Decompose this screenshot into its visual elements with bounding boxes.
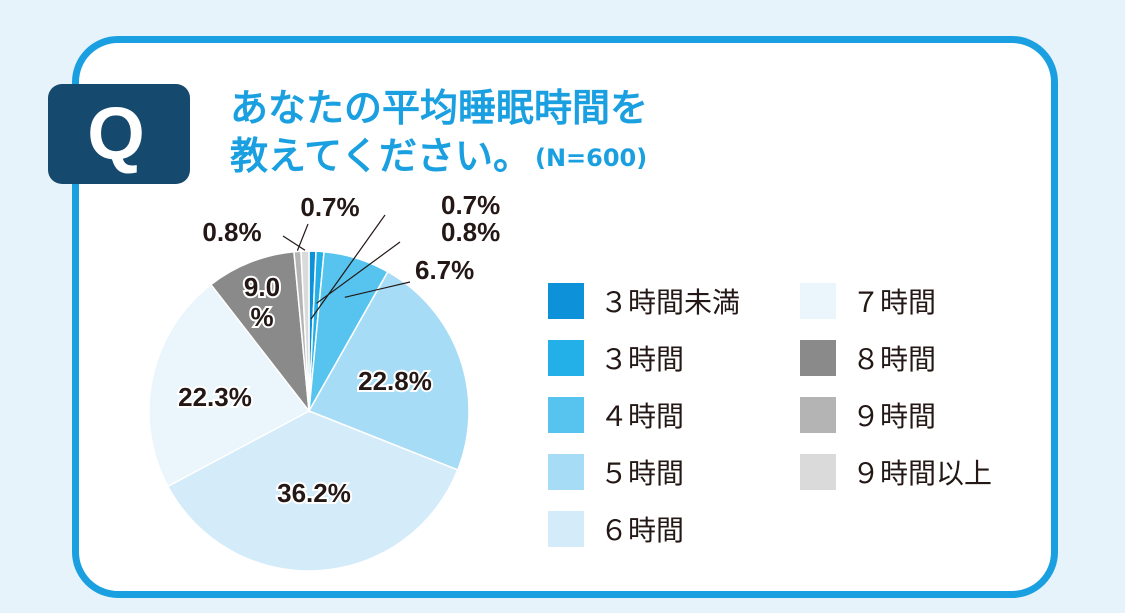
legend-swatch-3 — [548, 397, 584, 433]
data-label-4: 22.8% — [358, 366, 432, 396]
legend-item-5: ６時間 — [548, 506, 684, 552]
legend-item-4: ５時間 — [548, 449, 684, 495]
legend-swatch-9 — [800, 454, 836, 490]
legend-label-5: ６時間 — [600, 514, 685, 547]
leader-line-2 — [316, 241, 401, 304]
data-label-3: 6.7% — [415, 255, 474, 285]
data-label-9: 0.8% — [202, 217, 261, 247]
legend-label-8: ９時間 — [852, 400, 937, 433]
pie-slice-7 — [209, 250, 310, 414]
legend-label-1: ３時間未満 — [600, 286, 741, 319]
legend-item-8: ９時間 — [800, 392, 936, 438]
legend-item-6: ７時間 — [800, 278, 936, 324]
legend-item-1: ３時間未満 — [548, 278, 740, 324]
data-label-7: 9.0% — [244, 272, 280, 332]
legend-item-3: ４時間 — [548, 392, 684, 438]
chart-legend: ３時間未満 ３時間 ４時間 ５時間 ６時間 ７時間 ８時間 ９時間 ９時間以上 — [548, 272, 1028, 562]
legend-swatch-4 — [548, 454, 584, 490]
data-label-8: 0.7% — [300, 192, 359, 222]
question-number-badge: Q４ — [48, 84, 190, 275]
question-title-line1: あなたの平均睡眠時間を — [230, 86, 649, 130]
data-label-1: 0.7% — [441, 190, 500, 220]
pie-slice-6 — [148, 283, 311, 488]
sample-size-label: (N=600) — [534, 144, 648, 172]
legend-label-2: ３時間 — [600, 343, 685, 376]
legend-item-7: ８時間 — [800, 335, 936, 381]
legend-swatch-2 — [548, 340, 584, 376]
pie-slice-4 — [307, 270, 470, 471]
legend-label-9: ９時間以上 — [852, 457, 993, 490]
data-label-5: 36.2% — [277, 478, 351, 508]
leader-line-1 — [310, 214, 386, 320]
legend-label-4: ５時間 — [600, 457, 685, 490]
pie-slice-9 — [300, 250, 310, 412]
legend-swatch-8 — [800, 397, 836, 433]
legend-item-9: ９時間以上 — [800, 449, 992, 495]
legend-label-7: ８時間 — [852, 343, 937, 376]
leader-line-3 — [344, 281, 411, 298]
legend-swatch-7 — [800, 340, 836, 376]
legend-swatch-1 — [548, 283, 584, 319]
legend-swatch-5 — [548, 511, 584, 547]
question-title: あなたの平均睡眠時間を 教えてください。 (N=600) — [230, 84, 648, 182]
legend-label-6: ７時間 — [852, 286, 937, 319]
leader-line-9 — [282, 235, 306, 251]
legend-label-3: ４時間 — [600, 400, 685, 433]
question-title-line2: 教えてください。 — [230, 134, 531, 178]
data-label-2: 0.8% — [441, 217, 500, 247]
legend-item-2: ３時間 — [548, 335, 684, 381]
legend-swatch-6 — [800, 283, 836, 319]
pie-slice-5 — [166, 410, 459, 572]
data-label-6: 22.3% — [178, 382, 252, 412]
